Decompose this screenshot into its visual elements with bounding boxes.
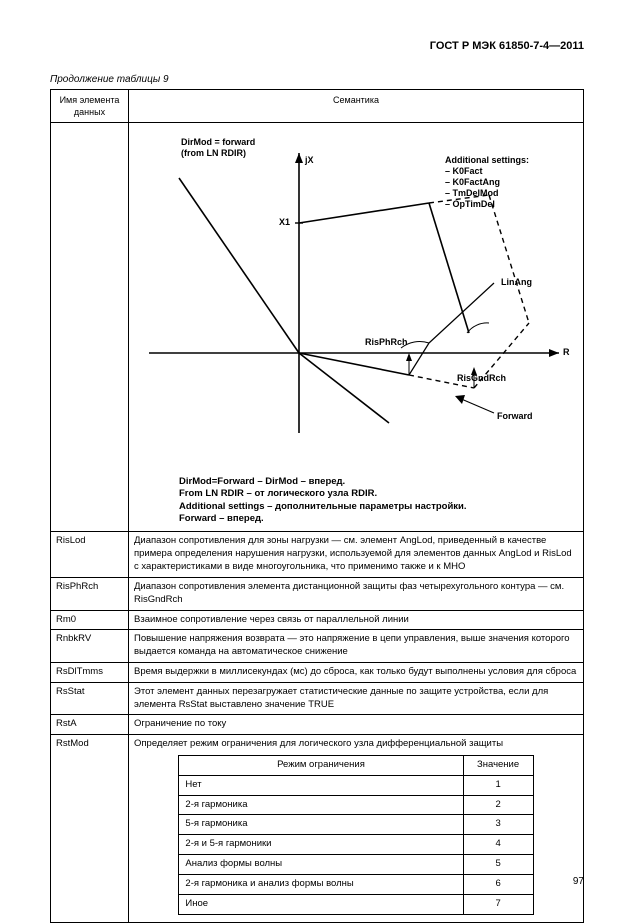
inner-mode: Нет	[179, 775, 463, 795]
row-sem: Диапазон сопротивления элемента дистанци…	[129, 577, 584, 610]
x1-label: X1	[279, 217, 290, 227]
row-name: RisPhRch	[51, 577, 129, 610]
table-row: RisPhRch Диапазон сопротивления элемента…	[51, 577, 584, 610]
impedance-diagram: DirMod = forward (from LN RDIR) jX Addit…	[129, 123, 583, 463]
header-semantics: Семантика	[129, 90, 584, 123]
table-row: Rm0 Взаимное сопротивление через связь о…	[51, 610, 584, 630]
row-name: RsStat	[51, 682, 129, 715]
inner-val: 3	[463, 815, 533, 835]
forward-label: Forward	[497, 411, 533, 421]
rstmod-desc: Определяет режим ограничения для логичес…	[134, 738, 578, 751]
row-name: RstA	[51, 715, 129, 735]
inner-mode: Иное	[179, 894, 463, 914]
risphrch-label: RisPhRch	[365, 337, 408, 347]
cap-l4: Forward – вперед.	[179, 513, 264, 524]
row-sem: Определяет режим ограничения для логичес…	[129, 735, 584, 922]
table-row: RsStat Этот элемент данных перезагружает…	[51, 682, 584, 715]
row-sem: Время выдержки в миллисекундах (мс) до с…	[129, 662, 584, 682]
inner-val: 7	[463, 894, 533, 914]
table-row: RstA Ограничение по току	[51, 715, 584, 735]
table-row: RnbkRV Повышение напряжения возврата — э…	[51, 630, 584, 663]
inner-val: 2	[463, 795, 533, 815]
row-name: RsDlTmms	[51, 662, 129, 682]
header-name: Имя элемента данных	[51, 90, 129, 123]
inner-mode: 5-я гармоника	[179, 815, 463, 835]
table-row: RisLod Диапазон сопротивления для зоны н…	[51, 532, 584, 577]
cap-l1: DirMod=Forward – DirMod – вперед.	[179, 476, 345, 487]
document-id: ГОСТ Р МЭК 61850-7-4—2011	[50, 40, 584, 52]
row-sem: Ограничение по току	[129, 715, 584, 735]
inner-mode: 2-я и 5-я гармоники	[179, 835, 463, 855]
dirmod-label1: DirMod = forward	[181, 137, 255, 147]
diagram-name-cell	[51, 123, 129, 532]
axis-r-label: R	[563, 347, 570, 357]
diagram-cell: DirMod = forward (from LN RDIR) jX Addit…	[129, 123, 584, 532]
inner-val: 1	[463, 775, 533, 795]
rstmod-inner-table: Режим ограничения Значение Нет1 2-я гарм…	[178, 755, 533, 915]
linang-label: LinAng	[501, 277, 532, 287]
inner-val: 4	[463, 835, 533, 855]
page-number: 97	[573, 876, 584, 887]
table-row: RsDlTmms Время выдержки в миллисекундах …	[51, 662, 584, 682]
cap-l2: From LN RDIR – от логического узла RDIR.	[179, 488, 377, 499]
add-3: – TmDelMod	[445, 188, 499, 198]
table-continuation-label: Продолжение таблицы 9	[50, 74, 584, 85]
inner-mode: 2-я гармоника	[179, 795, 463, 815]
add-4: – OpTimDel	[445, 199, 495, 209]
table-row: RstMod Определяет режим ограничения для …	[51, 735, 584, 922]
add-settings-title: Additional settings:	[445, 155, 529, 165]
axis-jx-label: jX	[304, 155, 314, 165]
inner-header-mode: Режим ограничения	[179, 756, 463, 776]
inner-header-value: Значение	[463, 756, 533, 776]
row-name: RisLod	[51, 532, 129, 577]
row-sem: Повышение напряжения возврата — это напр…	[129, 630, 584, 663]
inner-val: 5	[463, 855, 533, 875]
row-name: Rm0	[51, 610, 129, 630]
dirmod-label2: (from LN RDIR)	[181, 148, 246, 158]
row-sem: Диапазон сопротивления для зоны нагрузки…	[129, 532, 584, 577]
row-name: RstMod	[51, 735, 129, 922]
inner-mode: 2-я гармоника и анализ формы волны	[179, 874, 463, 894]
add-1: – K0Fact	[445, 166, 483, 176]
inner-val: 6	[463, 874, 533, 894]
diagram-caption: DirMod=Forward – DirMod – вперед. From L…	[129, 468, 583, 531]
risgndrch-label: RisGndRch	[457, 373, 506, 383]
row-sem: Этот элемент данных перезагружает статис…	[129, 682, 584, 715]
inner-mode: Анализ формы волны	[179, 855, 463, 875]
main-table: Имя элемента данных Семантика	[50, 89, 584, 923]
page: ГОСТ Р МЭК 61850-7-4—2011 Продолжение та…	[0, 0, 630, 913]
row-name: RnbkRV	[51, 630, 129, 663]
cap-l3: Additional settings – дополнительные пар…	[179, 501, 467, 512]
row-sem: Взаимное сопротивление через связь от па…	[129, 610, 584, 630]
add-2: – K0FactAng	[445, 177, 500, 187]
